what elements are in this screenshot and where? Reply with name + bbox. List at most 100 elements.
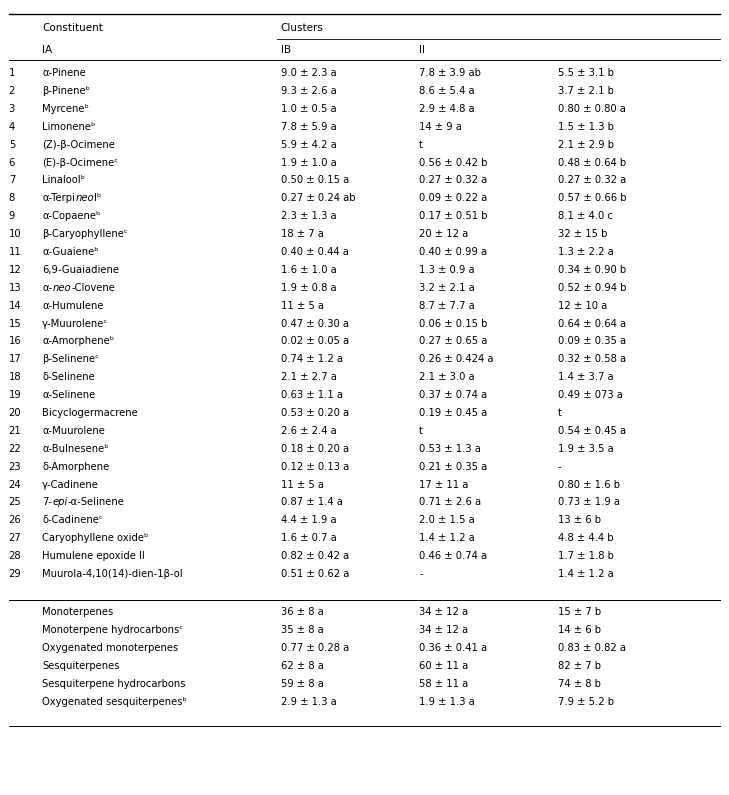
Text: 82 ± 7 b: 82 ± 7 b — [558, 661, 601, 671]
Text: α-: α- — [42, 283, 52, 293]
Text: δ-Cadineneᶜ: δ-Cadineneᶜ — [42, 515, 103, 525]
Text: 4.8 ± 4.4 b: 4.8 ± 4.4 b — [558, 533, 613, 543]
Text: Limoneneᵇ: Limoneneᵇ — [42, 122, 95, 132]
Text: α-Guaieneᵇ: α-Guaieneᵇ — [42, 247, 99, 257]
Text: δ-Selinene: δ-Selinene — [42, 372, 95, 382]
Text: Humulene epoxide II: Humulene epoxide II — [42, 551, 145, 561]
Text: 7.8 ± 3.9 ab: 7.8 ± 3.9 ab — [419, 68, 481, 78]
Text: 0.27 ± 0.24 ab: 0.27 ± 0.24 ab — [281, 193, 355, 204]
Text: α-Amorpheneᵇ: α-Amorpheneᵇ — [42, 336, 114, 347]
Text: 22: 22 — [9, 444, 21, 454]
Text: 4: 4 — [9, 122, 15, 132]
Text: Muurola-4,10(14)-dien-1β-ol: Muurola-4,10(14)-dien-1β-ol — [42, 569, 183, 579]
Text: 1.4 ± 1.2 a: 1.4 ± 1.2 a — [558, 569, 613, 579]
Text: t: t — [419, 140, 423, 149]
Text: 1.9 ± 3.5 a: 1.9 ± 3.5 a — [558, 444, 613, 454]
Text: IA: IA — [42, 45, 52, 55]
Text: 3.7 ± 2.1 b: 3.7 ± 2.1 b — [558, 86, 614, 96]
Text: 0.21 ± 0.35 a: 0.21 ± 0.35 a — [419, 462, 488, 471]
Text: 24: 24 — [9, 479, 21, 490]
Text: 14: 14 — [9, 301, 21, 311]
Text: 2.9 ± 1.3 a: 2.9 ± 1.3 a — [281, 696, 336, 707]
Text: 23: 23 — [9, 462, 21, 471]
Text: 0.27 ± 0.32 a: 0.27 ± 0.32 a — [419, 176, 488, 185]
Text: Linaloolᵇ: Linaloolᵇ — [42, 176, 85, 185]
Text: 11 ± 5 a: 11 ± 5 a — [281, 301, 324, 311]
Text: Myrceneᵇ: Myrceneᵇ — [42, 104, 89, 114]
Text: γ-Cadinene: γ-Cadinene — [42, 479, 99, 490]
Text: 21: 21 — [9, 426, 21, 436]
Text: 7.8 ± 5.9 a: 7.8 ± 5.9 a — [281, 122, 336, 132]
Text: II: II — [419, 45, 425, 55]
Text: 0.64 ± 0.64 a: 0.64 ± 0.64 a — [558, 319, 625, 328]
Text: α-Muurolene: α-Muurolene — [42, 426, 105, 436]
Text: 29: 29 — [9, 569, 21, 579]
Text: 8: 8 — [9, 193, 15, 204]
Text: 0.80 ± 1.6 b: 0.80 ± 1.6 b — [558, 479, 620, 490]
Text: α-Selinene: α-Selinene — [42, 390, 95, 400]
Text: 1.6 ± 0.7 a: 1.6 ± 0.7 a — [281, 533, 336, 543]
Text: 6: 6 — [9, 157, 15, 168]
Text: 0.32 ± 0.58 a: 0.32 ± 0.58 a — [558, 355, 625, 364]
Text: (Z)-β-Ocimene: (Z)-β-Ocimene — [42, 140, 115, 149]
Text: 11: 11 — [9, 247, 21, 257]
Text: 0.09 ± 0.35 a: 0.09 ± 0.35 a — [558, 336, 625, 347]
Text: 0.40 ± 0.99 a: 0.40 ± 0.99 a — [419, 247, 487, 257]
Text: 15 ± 7 b: 15 ± 7 b — [558, 607, 601, 618]
Text: 60 ± 11 a: 60 ± 11 a — [419, 661, 469, 671]
Text: 1.3 ± 0.9 a: 1.3 ± 0.9 a — [419, 265, 475, 275]
Text: 3: 3 — [9, 104, 15, 114]
Text: -α-Selinene: -α-Selinene — [68, 498, 125, 507]
Text: 1.3 ± 2.2 a: 1.3 ± 2.2 a — [558, 247, 613, 257]
Text: 26: 26 — [9, 515, 21, 525]
Text: δ-Amorphene: δ-Amorphene — [42, 462, 109, 471]
Text: Monoterpenes: Monoterpenes — [42, 607, 114, 618]
Text: 2.1 ± 3.0 a: 2.1 ± 3.0 a — [419, 372, 475, 382]
Text: 9: 9 — [9, 211, 15, 221]
Text: β-Pineneᵇ: β-Pineneᵇ — [42, 86, 90, 96]
Text: α-Bulneseneᵇ: α-Bulneseneᵇ — [42, 444, 109, 454]
Text: 1.7 ± 1.8 b: 1.7 ± 1.8 b — [558, 551, 614, 561]
Text: 32 ± 15 b: 32 ± 15 b — [558, 229, 607, 239]
Text: 5.9 ± 4.2 a: 5.9 ± 4.2 a — [281, 140, 336, 149]
Text: -: - — [558, 462, 561, 471]
Text: α-Pinene: α-Pinene — [42, 68, 86, 78]
Text: Bicyclogermacrene: Bicyclogermacrene — [42, 408, 138, 418]
Text: 17: 17 — [9, 355, 21, 364]
Text: IB: IB — [281, 45, 291, 55]
Text: 5.5 ± 3.1 b: 5.5 ± 3.1 b — [558, 68, 614, 78]
Text: 0.53 ± 0.20 a: 0.53 ± 0.20 a — [281, 408, 348, 418]
Text: 6,9-Guaiadiene: 6,9-Guaiadiene — [42, 265, 120, 275]
Text: 5: 5 — [9, 140, 15, 149]
Text: 0.12 ± 0.13 a: 0.12 ± 0.13 a — [281, 462, 349, 471]
Text: 1: 1 — [9, 68, 15, 78]
Text: 35 ± 8 a: 35 ± 8 a — [281, 625, 324, 635]
Text: 0.83 ± 0.82 a: 0.83 ± 0.82 a — [558, 643, 625, 653]
Text: 2.9 ± 4.8 a: 2.9 ± 4.8 a — [419, 104, 475, 114]
Text: 0.09 ± 0.22 a: 0.09 ± 0.22 a — [419, 193, 488, 204]
Text: 1.5 ± 1.3 b: 1.5 ± 1.3 b — [558, 122, 614, 132]
Text: Clusters: Clusters — [281, 23, 324, 33]
Text: 16: 16 — [9, 336, 21, 347]
Text: 0.02 ± 0.05 a: 0.02 ± 0.05 a — [281, 336, 348, 347]
Text: 1.9 ± 1.0 a: 1.9 ± 1.0 a — [281, 157, 336, 168]
Text: 10: 10 — [9, 229, 21, 239]
Text: -: - — [419, 569, 423, 579]
Text: 8.7 ± 7.7 a: 8.7 ± 7.7 a — [419, 301, 475, 311]
Text: 20 ± 12 a: 20 ± 12 a — [419, 229, 469, 239]
Text: 2.0 ± 1.5 a: 2.0 ± 1.5 a — [419, 515, 475, 525]
Text: 0.73 ± 1.9 a: 0.73 ± 1.9 a — [558, 498, 620, 507]
Text: 58 ± 11 a: 58 ± 11 a — [419, 679, 469, 689]
Text: Oxygenated sesquiterpenesᵇ: Oxygenated sesquiterpenesᵇ — [42, 696, 187, 707]
Text: α-Terpi: α-Terpi — [42, 193, 75, 204]
Text: α-Copaeneᵇ: α-Copaeneᵇ — [42, 211, 101, 221]
Text: 13 ± 6 b: 13 ± 6 b — [558, 515, 601, 525]
Text: 14 ± 9 a: 14 ± 9 a — [419, 122, 462, 132]
Text: 0.77 ± 0.28 a: 0.77 ± 0.28 a — [281, 643, 349, 653]
Text: 2: 2 — [9, 86, 15, 96]
Text: 7: 7 — [9, 176, 15, 185]
Text: 28: 28 — [9, 551, 21, 561]
Text: 0.74 ± 1.2 a: 0.74 ± 1.2 a — [281, 355, 343, 364]
Text: neo: neo — [52, 283, 71, 293]
Text: 1.9 ± 1.3 a: 1.9 ± 1.3 a — [419, 696, 475, 707]
